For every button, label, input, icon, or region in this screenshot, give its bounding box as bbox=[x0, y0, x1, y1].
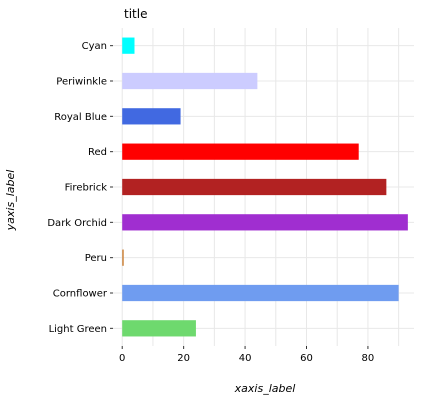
bar-cyan bbox=[122, 37, 135, 54]
y-tick-label-royal-blue: Royal Blue bbox=[54, 112, 107, 123]
x-tick-label-80: 80 bbox=[362, 353, 375, 364]
y-tick-label-cyan: Cyan bbox=[82, 41, 107, 52]
bar-red bbox=[122, 143, 359, 160]
x-axis-label: xaxis_label bbox=[234, 382, 296, 395]
bar-peru bbox=[122, 249, 124, 266]
x-axis-tick-labels: 0 20 40 60 80 bbox=[119, 346, 374, 364]
x-tick-label-40: 40 bbox=[239, 353, 252, 364]
bar-royal-blue bbox=[122, 108, 181, 125]
y-axis-label: yaxis_label bbox=[4, 170, 17, 232]
y-tick-label-peru: Peru bbox=[85, 253, 107, 264]
x-tick-label-20: 20 bbox=[177, 353, 190, 364]
bar-dark-orchid bbox=[122, 214, 408, 231]
y-axis-tick-labels: Light Green Cornflower Peru Dark Orchid Fire… bbox=[47, 41, 113, 335]
y-tick-label-periwinkle: Periwinkle bbox=[56, 77, 107, 88]
chart-title: title bbox=[124, 7, 147, 21]
y-tick-label-red: Red bbox=[88, 147, 107, 158]
bar-periwinkle bbox=[122, 72, 258, 90]
y-tick-label-light-green: Light Green bbox=[49, 324, 107, 335]
bar-light-green bbox=[122, 320, 196, 337]
y-tick-label-firebrick: Firebrick bbox=[65, 183, 108, 194]
bars bbox=[122, 37, 408, 337]
bar-cornflower bbox=[122, 284, 399, 302]
y-tick-label-dark-orchid: Dark Orchid bbox=[47, 218, 107, 229]
bar-firebrick bbox=[122, 178, 387, 196]
y-tick-label-cornflower: Cornflower bbox=[53, 289, 108, 300]
x-tick-label-60: 60 bbox=[300, 353, 313, 364]
x-tick-label-0: 0 bbox=[119, 353, 125, 364]
